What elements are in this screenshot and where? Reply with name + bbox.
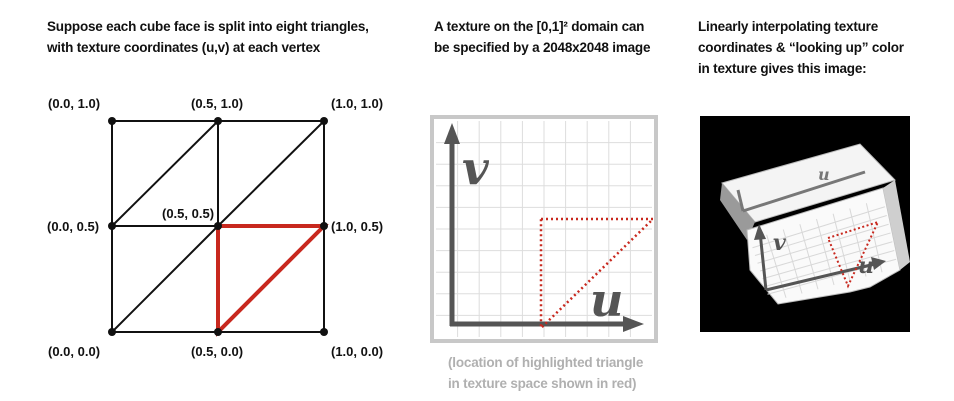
label-tr: (1.0, 1.0) — [331, 96, 383, 111]
v-axis-label: v — [462, 141, 490, 195]
cube-left-edge — [720, 183, 755, 240]
right-caption: Linearly interpolating texture coordinat… — [698, 16, 904, 79]
label-bl: (0.0, 0.0) — [48, 344, 100, 359]
vertex-tr — [320, 117, 328, 125]
texture-note-line-2: in texture space shown in red) — [448, 376, 637, 391]
u-axis-arrow-icon — [623, 316, 644, 332]
vertex-ml — [108, 222, 116, 230]
vertex-bm — [214, 328, 222, 336]
left-caption-line-1: Suppose each cube face is split into eig… — [47, 19, 369, 34]
texture-note: (location of highlighted triangle in tex… — [448, 352, 643, 394]
vertex-tm — [214, 117, 222, 125]
middle-caption-line-1: A texture on the [0,1]² domain can — [434, 19, 645, 34]
right-caption-line-1: Linearly interpolating texture — [698, 19, 879, 34]
vertex-mm — [214, 222, 222, 230]
middle-caption: A texture on the [0,1]² domain can be sp… — [434, 16, 650, 58]
cube-front-v-axis — [758, 231, 768, 291]
label-tm: (0.5, 1.0) — [191, 96, 243, 111]
cube-grid-line — [764, 250, 895, 287]
cube-texture-grid — [752, 203, 897, 298]
cube-v-label: v — [773, 230, 786, 256]
right-caption-line-3: in texture gives this image: — [698, 61, 867, 76]
label-ml: (0.0, 0.5) — [47, 219, 99, 234]
label-br: (1.0, 0.0) — [331, 344, 383, 359]
texture-grid — [436, 121, 652, 337]
vertex-tl — [108, 117, 116, 125]
grid-diagonal-bl — [111, 225, 219, 333]
cube-u-label: u — [858, 253, 874, 279]
middle-caption-line-2: be specified by a 2048x2048 image — [434, 40, 651, 55]
label-tl: (0.0, 1.0) — [48, 96, 100, 111]
cube-top-u-label: u — [818, 165, 830, 184]
texture-image: v u — [430, 115, 658, 343]
vertex-labels: (0.0, 1.0) (0.5, 1.0) (1.0, 1.0) (0.0, 0… — [47, 96, 383, 359]
cube-top-v-axis — [736, 189, 745, 212]
label-mr: (1.0, 0.5) — [331, 219, 383, 234]
cube-grid-line — [759, 232, 891, 272]
grid-diagonal-tr — [217, 120, 325, 227]
cube-highlight-triangle — [826, 220, 880, 289]
highlighted-triangle — [216, 224, 329, 337]
cube-u-arrow-icon — [871, 257, 886, 270]
v-axis-arrow-icon — [444, 123, 460, 144]
texture-note-line-1: (location of highlighted triangle — [448, 355, 644, 370]
left-caption-line-2: with texture coordinates (u,v) at each v… — [47, 40, 321, 55]
cube-grid-line — [762, 241, 893, 280]
u-axis-label: u — [590, 273, 623, 327]
cube-front-u-axis — [765, 262, 876, 292]
left-caption: Suppose each cube face is split into eig… — [47, 16, 369, 58]
rendered-cube-image: v u u — [700, 116, 910, 332]
label-bm: (0.5, 0.0) — [191, 344, 243, 359]
vertex-bl — [108, 328, 116, 336]
cube-top-u-axis — [742, 170, 866, 213]
grid-diagonal-tl — [111, 120, 219, 227]
texture-triangle — [539, 217, 657, 331]
grid-vertices — [108, 117, 328, 336]
label-mm: (0.5, 0.5) — [162, 206, 214, 221]
cube-v-arrow-icon — [754, 224, 766, 240]
right-caption-line-2: coordinates & “looking up” color — [698, 40, 904, 55]
cube-grid-line — [849, 208, 867, 277]
vertex-br — [320, 328, 328, 336]
cube-right-edge — [883, 180, 910, 270]
vertex-mr — [320, 222, 328, 230]
